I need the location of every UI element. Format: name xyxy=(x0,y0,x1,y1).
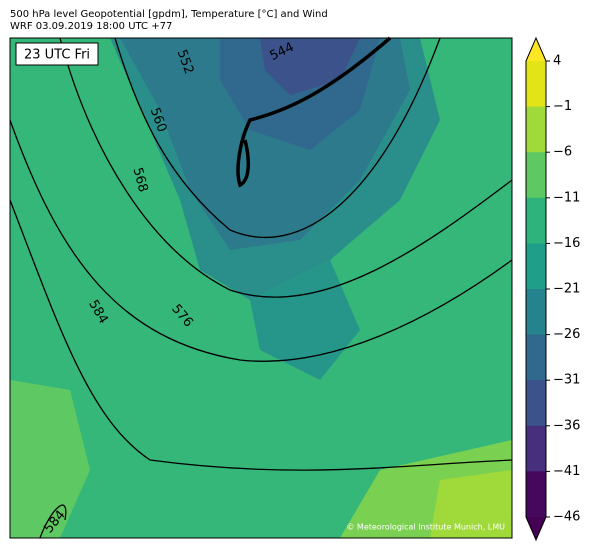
colorbar-tick-label: −11 xyxy=(553,190,580,205)
colorbar-extend-bottom xyxy=(526,517,546,540)
subtitle: WRF 03.09.2019 18:00 UTC +77 xyxy=(10,21,172,32)
colorbar-tick-label: −36 xyxy=(553,418,580,433)
colorbar-segment xyxy=(526,197,546,244)
colorbar-segment xyxy=(526,425,546,472)
colorbar-segment xyxy=(526,471,546,518)
colorbar-segment xyxy=(526,61,546,108)
colorbar-segment xyxy=(526,380,546,427)
map xyxy=(9,36,513,539)
colorbar-tick-label: −6 xyxy=(553,145,572,160)
colorbar-segment xyxy=(526,152,546,199)
contour-label: 568 xyxy=(130,166,151,194)
colorbar-segment xyxy=(526,106,546,153)
title: 500 hPa level Geopotential [gpdm], Tempe… xyxy=(10,9,328,20)
time-label: 23 UTC Fri xyxy=(24,48,90,63)
colorbar-tick-label: −1 xyxy=(553,99,572,114)
colorbar-segment xyxy=(526,289,546,336)
colorbar-extend-top xyxy=(526,38,546,61)
colorbar-tick-label: −41 xyxy=(553,464,580,479)
colorbar-tick-label: −46 xyxy=(553,510,580,525)
colorbar-tick-label: −31 xyxy=(553,373,580,388)
colorbar-tick-label: −21 xyxy=(553,282,580,297)
colorbar-tick-label: −26 xyxy=(553,327,580,342)
colorbar-tick-label: 4 xyxy=(553,54,561,69)
colorbar-tick-label: −16 xyxy=(553,236,580,251)
colorbar-segment xyxy=(526,334,546,381)
copyright: © Meteorological Institute Munich, LMU xyxy=(346,523,505,532)
colorbar-segment xyxy=(526,243,546,290)
time-box xyxy=(15,42,99,66)
